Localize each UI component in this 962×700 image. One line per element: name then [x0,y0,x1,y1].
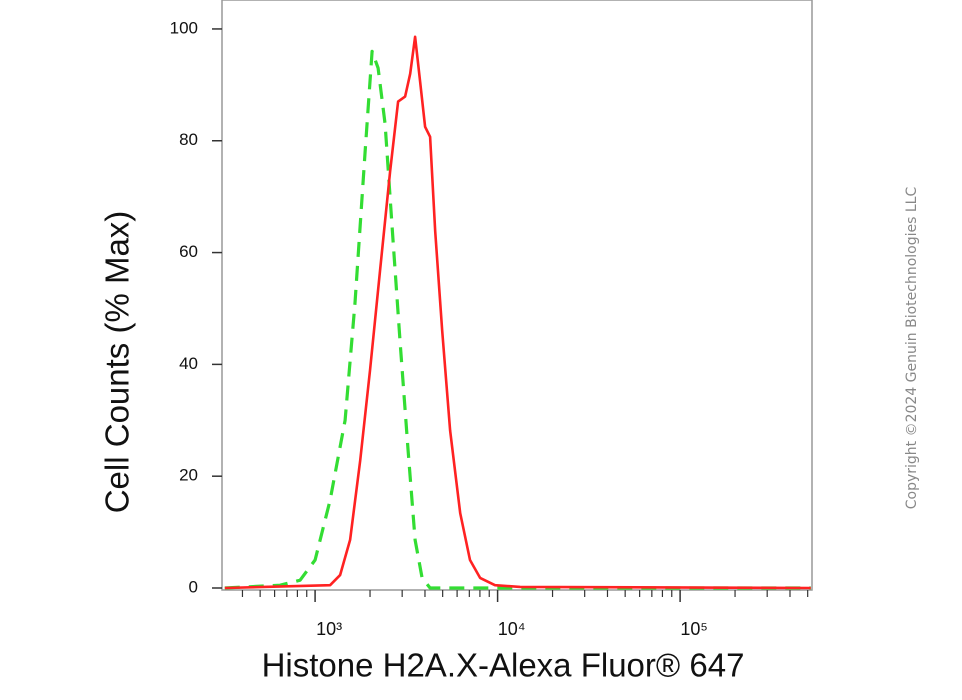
x-tick-label: 10⁵ [680,619,707,639]
dashed-curve [224,49,811,590]
plot-frame [221,0,813,591]
solid-curve [224,35,811,590]
y-axis-label: Cell Counts (% Max) [99,211,136,514]
y-tick-label: 100 [170,18,198,37]
x-tick-label: 10³ [316,619,342,639]
watermark: Copyright ©2024 Genuin Biotechnologies L… [904,187,920,510]
y-tick-label: 20 [179,466,198,485]
y-tick-label: 60 [179,242,198,261]
y-tick-label: 0 [189,577,198,596]
y-tick-label: 80 [179,130,198,149]
x-axis-label: Histone H2A.X-Alexa Fluor® 647 [262,647,745,684]
y-tick-label: 40 [179,354,198,373]
x-tick-label: 10⁴ [498,619,526,639]
